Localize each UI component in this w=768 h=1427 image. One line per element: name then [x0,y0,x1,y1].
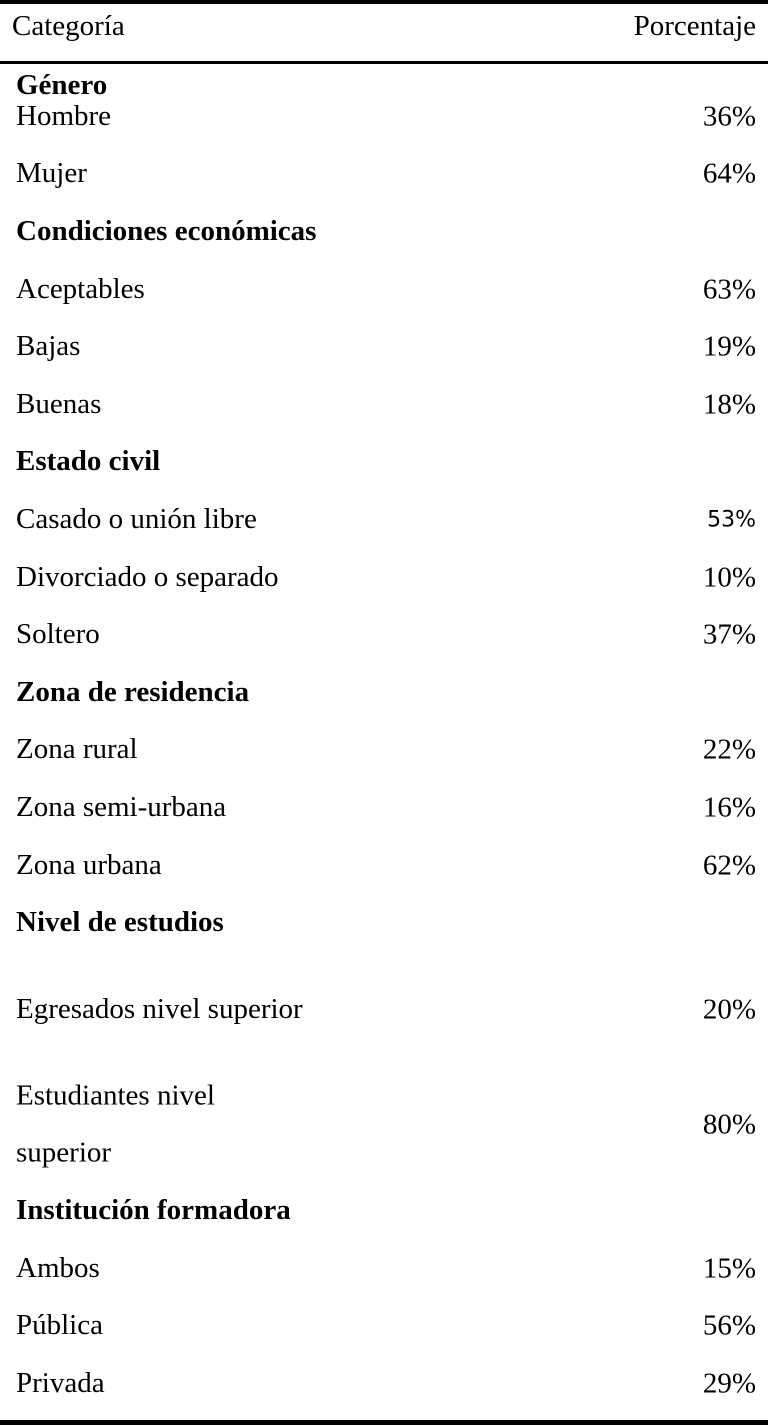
group-heading-row: Zona de residencia [0,664,768,722]
row-label: Buenas [16,387,102,420]
header-category: Categoría [12,10,125,42]
row-label: Hombre [16,100,112,132]
group-title: Institución formadora [16,1194,291,1227]
table-top-rule [0,0,768,4]
table-header: Categoría Porcentaje [0,4,768,61]
table-row: Zona semi-urbana 16% [0,779,768,837]
row-value: 19% [702,330,756,363]
group-heading-row: Condiciones económicas [0,203,768,261]
row-value: 20% [702,993,756,1025]
row-label: Estudiantes nivel superior [16,1079,215,1169]
table-header-rule [0,61,768,64]
table-row: Ambos 15% [0,1240,768,1298]
table-row: Pública 56% [0,1297,768,1355]
table-body: Género Hombre 36% Mujer 64% Condiciones econó… [0,63,768,1413]
row-value: 22% [702,733,756,766]
row-value: 56% [702,1309,756,1342]
row-label: Zona semi-urbana [16,791,227,824]
row-label: Casado o unión libre [16,503,257,536]
table-row: Privada 29% [0,1355,768,1413]
row-label: Ambos [16,1251,100,1284]
row-label: Zona rural [16,733,138,766]
row-value: 16% [702,791,756,824]
header-percentage: Porcentaje [633,10,756,42]
table-row: Aceptables 63% [0,261,768,319]
row-value: 53% [707,507,756,533]
group-title: Nivel de estudios [16,906,224,939]
row-label: Soltero [16,618,100,651]
row-label: Divorciado o separado [16,560,279,593]
table-row: Hombre 36% [0,88,768,146]
row-label: Mujer [16,157,87,190]
table-row: Zona urbana 62% [0,837,768,895]
row-value: 37% [702,618,756,651]
row-label: Egresados nivel superior [16,992,303,1025]
row-value: 36% [702,100,756,133]
row-label: Zona urbana [16,848,162,881]
row-label: Bajas [16,330,81,363]
table-row: Mujer 64% [0,146,768,204]
row-value: 29% [702,1367,756,1400]
row-label: Privada [16,1367,105,1400]
group-heading-row: Estado civil [0,434,768,492]
table-row: Estudiantes nivel superior 80% [0,1067,768,1182]
table-row: Egresados nivel superior 20% [0,952,768,1067]
table-row: Zona rural 22% [0,722,768,780]
table-row: Casado o unión libre 53% [0,491,768,549]
row-value: 18% [702,388,756,421]
group-title: Zona de residencia [16,675,250,708]
table-bottom-rule [0,1420,768,1425]
row-value: 64% [702,157,756,190]
row-value: 62% [702,849,756,882]
row-label: Aceptables [16,272,145,305]
group-heading-row: Nivel de estudios [0,894,768,952]
table-row: Bajas 19% [0,318,768,376]
row-value: 10% [702,561,756,594]
group-title: Estado civil [16,445,161,478]
group-heading-row: Género [0,63,768,100]
group-title: Género [16,69,108,101]
row-value: 80% [702,1108,756,1141]
row-value: 63% [702,273,756,306]
table-row: Buenas 18% [0,376,768,434]
row-label: Pública [16,1309,103,1342]
group-heading-row: Institución formadora [0,1182,768,1240]
group-title: Condiciones económicas [16,215,317,248]
table-row: Soltero 37% [0,606,768,664]
row-value: 15% [702,1252,756,1285]
table-row: Divorciado o separado 10% [0,549,768,607]
